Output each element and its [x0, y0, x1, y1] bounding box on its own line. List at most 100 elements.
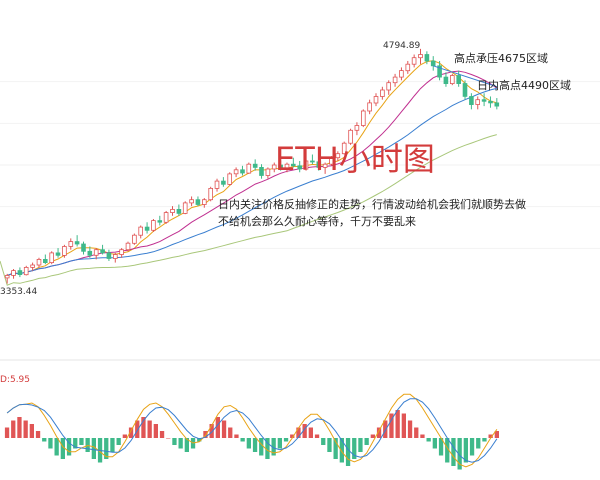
indicator-histogram-bar — [166, 438, 171, 439]
candle — [144, 222, 150, 234]
indicator-histogram-bar — [389, 413, 394, 438]
candle — [119, 248, 124, 258]
indicator-histogram-bar — [290, 434, 295, 438]
candle — [221, 177, 226, 187]
candle-body — [322, 163, 328, 168]
candle-body — [437, 65, 442, 78]
candle-body — [144, 226, 150, 231]
candle-body — [62, 246, 67, 256]
candle-body — [233, 169, 239, 175]
indicator-histogram-bar — [110, 438, 115, 452]
indicator-histogram-bar — [23, 420, 28, 438]
candle — [386, 80, 391, 95]
indicator-histogram-bar — [426, 438, 431, 442]
moving-average-line — [0, 134, 497, 286]
candle — [163, 210, 169, 224]
candle-body — [456, 75, 461, 85]
candle-body — [392, 76, 398, 84]
resistance-label: 高点承压4675区域 — [454, 51, 548, 65]
candle — [399, 67, 404, 81]
indicator-histogram-bar — [246, 438, 251, 449]
indicator-histogram-bar — [29, 424, 34, 438]
candle — [494, 98, 500, 110]
candle-body — [106, 252, 112, 259]
indicator-histogram-bar — [308, 427, 313, 438]
candle-body — [93, 249, 99, 256]
candle — [430, 56, 436, 71]
indicator-histogram-bar — [451, 438, 456, 466]
candle-body — [23, 266, 29, 276]
indicator-histogram-bar — [228, 427, 233, 438]
candle-body — [132, 234, 137, 244]
candle-body — [386, 82, 391, 91]
candle — [113, 252, 118, 263]
indicator-line — [6, 398, 498, 463]
moving-average-line — [7, 70, 498, 276]
candle — [265, 167, 271, 179]
candle-body — [11, 270, 16, 276]
candle-body — [36, 258, 42, 266]
candle-body — [208, 187, 214, 201]
indicator-histogram-bar — [333, 438, 338, 459]
indicator-histogram-bar — [420, 434, 425, 438]
candle-body — [449, 75, 455, 85]
candle — [424, 51, 430, 65]
indicator-histogram-bar — [494, 431, 499, 438]
candle-body — [341, 142, 347, 155]
indicator-histogram-bar — [376, 427, 382, 438]
moving-average-line — [7, 87, 497, 276]
comment-line-1: 日内关注价格反抽修正的走势，行情波动给机会我们就顺势去做 — [218, 197, 526, 211]
candle-body — [100, 249, 105, 254]
candle — [449, 73, 455, 86]
candle — [278, 160, 283, 171]
chart-title: ETH小时图 — [275, 140, 435, 178]
resistance-trend-line — [433, 65, 498, 88]
candle — [170, 206, 175, 216]
indicator-histogram-bar — [91, 438, 96, 459]
candle — [11, 269, 16, 279]
candle-body — [151, 220, 156, 231]
indicator-histogram-bar — [302, 424, 307, 438]
candle-body — [360, 110, 366, 126]
candle-body — [138, 226, 144, 236]
indicator-histogram-bar — [339, 438, 344, 463]
candle — [36, 257, 42, 268]
candle-body — [252, 163, 258, 168]
indicator-histogram-bar — [172, 438, 177, 445]
candle-body — [424, 54, 430, 62]
indicator-histogram-bar — [438, 438, 444, 456]
moving-average-lines — [0, 60, 498, 286]
candle-body — [81, 243, 86, 252]
candle — [348, 128, 353, 145]
candle — [392, 73, 398, 87]
candle-body — [189, 199, 194, 204]
candle-body — [17, 270, 23, 276]
indicator-histogram-bar — [159, 431, 165, 438]
candle — [310, 154, 315, 165]
indicator-histogram-bar — [407, 420, 413, 438]
candle-body — [462, 83, 468, 97]
indicator-histogram-bar — [321, 438, 326, 445]
candle-body — [49, 252, 54, 263]
indicator-histogram-bar — [79, 438, 84, 445]
candle — [354, 122, 360, 136]
indicator-histogram-bar — [432, 438, 437, 449]
candle — [182, 201, 188, 215]
candle-body — [494, 102, 500, 107]
candle-body — [221, 180, 226, 185]
indicator-histogram-bar — [135, 420, 140, 438]
candle — [259, 164, 264, 179]
candle-body — [373, 96, 379, 104]
candle-body — [246, 163, 252, 174]
indicator-histogram-bar — [221, 420, 227, 438]
candle-body — [113, 254, 118, 259]
candle-body — [380, 89, 385, 97]
candle-body — [405, 63, 411, 72]
indicator-histogram-bar — [383, 420, 388, 438]
candle-body — [271, 164, 277, 170]
indicator-histogram-bar — [314, 434, 320, 438]
indicator-histogram-bar — [265, 438, 270, 459]
indicator-histogram-bar — [48, 438, 53, 449]
candle-body — [488, 100, 493, 104]
indicator-histogram-bar — [54, 438, 59, 456]
